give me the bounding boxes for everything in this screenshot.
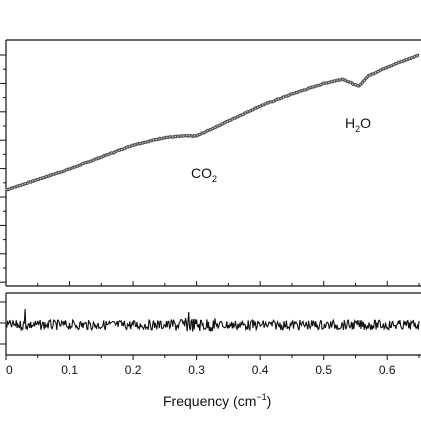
residual-x-ticks [5, 355, 420, 360]
x-tick-label: 0 [6, 363, 13, 377]
x-tick-label: 0.3 [188, 363, 205, 377]
h2o-annotation: H2O [345, 115, 371, 134]
x-tick-labels: 0 0.1 0.2 0.3 0.4 0.5 0.6 [6, 363, 396, 377]
spectrum-series-line [5, 53, 420, 192]
x-tick-label: 0.6 [379, 363, 396, 377]
spectrum-panel [0, 39, 421, 287]
residual-panel [0, 292, 421, 360]
spectrum-x-ticks [5, 281, 420, 286]
x-tick-label: 0.5 [315, 363, 332, 377]
x-tick-label: 0.2 [125, 363, 142, 377]
residual-series-line [5, 308, 420, 332]
x-axis-title: Frequency (cm−1) [163, 392, 271, 409]
x-tick-label: 0.4 [252, 363, 269, 377]
co2-annotation: CO2 [191, 165, 217, 184]
spectrum-series-markers [5, 54, 420, 191]
x-tick-label: 0.1 [61, 363, 78, 377]
spectrum-y-ticks [0, 54, 6, 283]
residual-y-ticks [0, 301, 6, 345]
